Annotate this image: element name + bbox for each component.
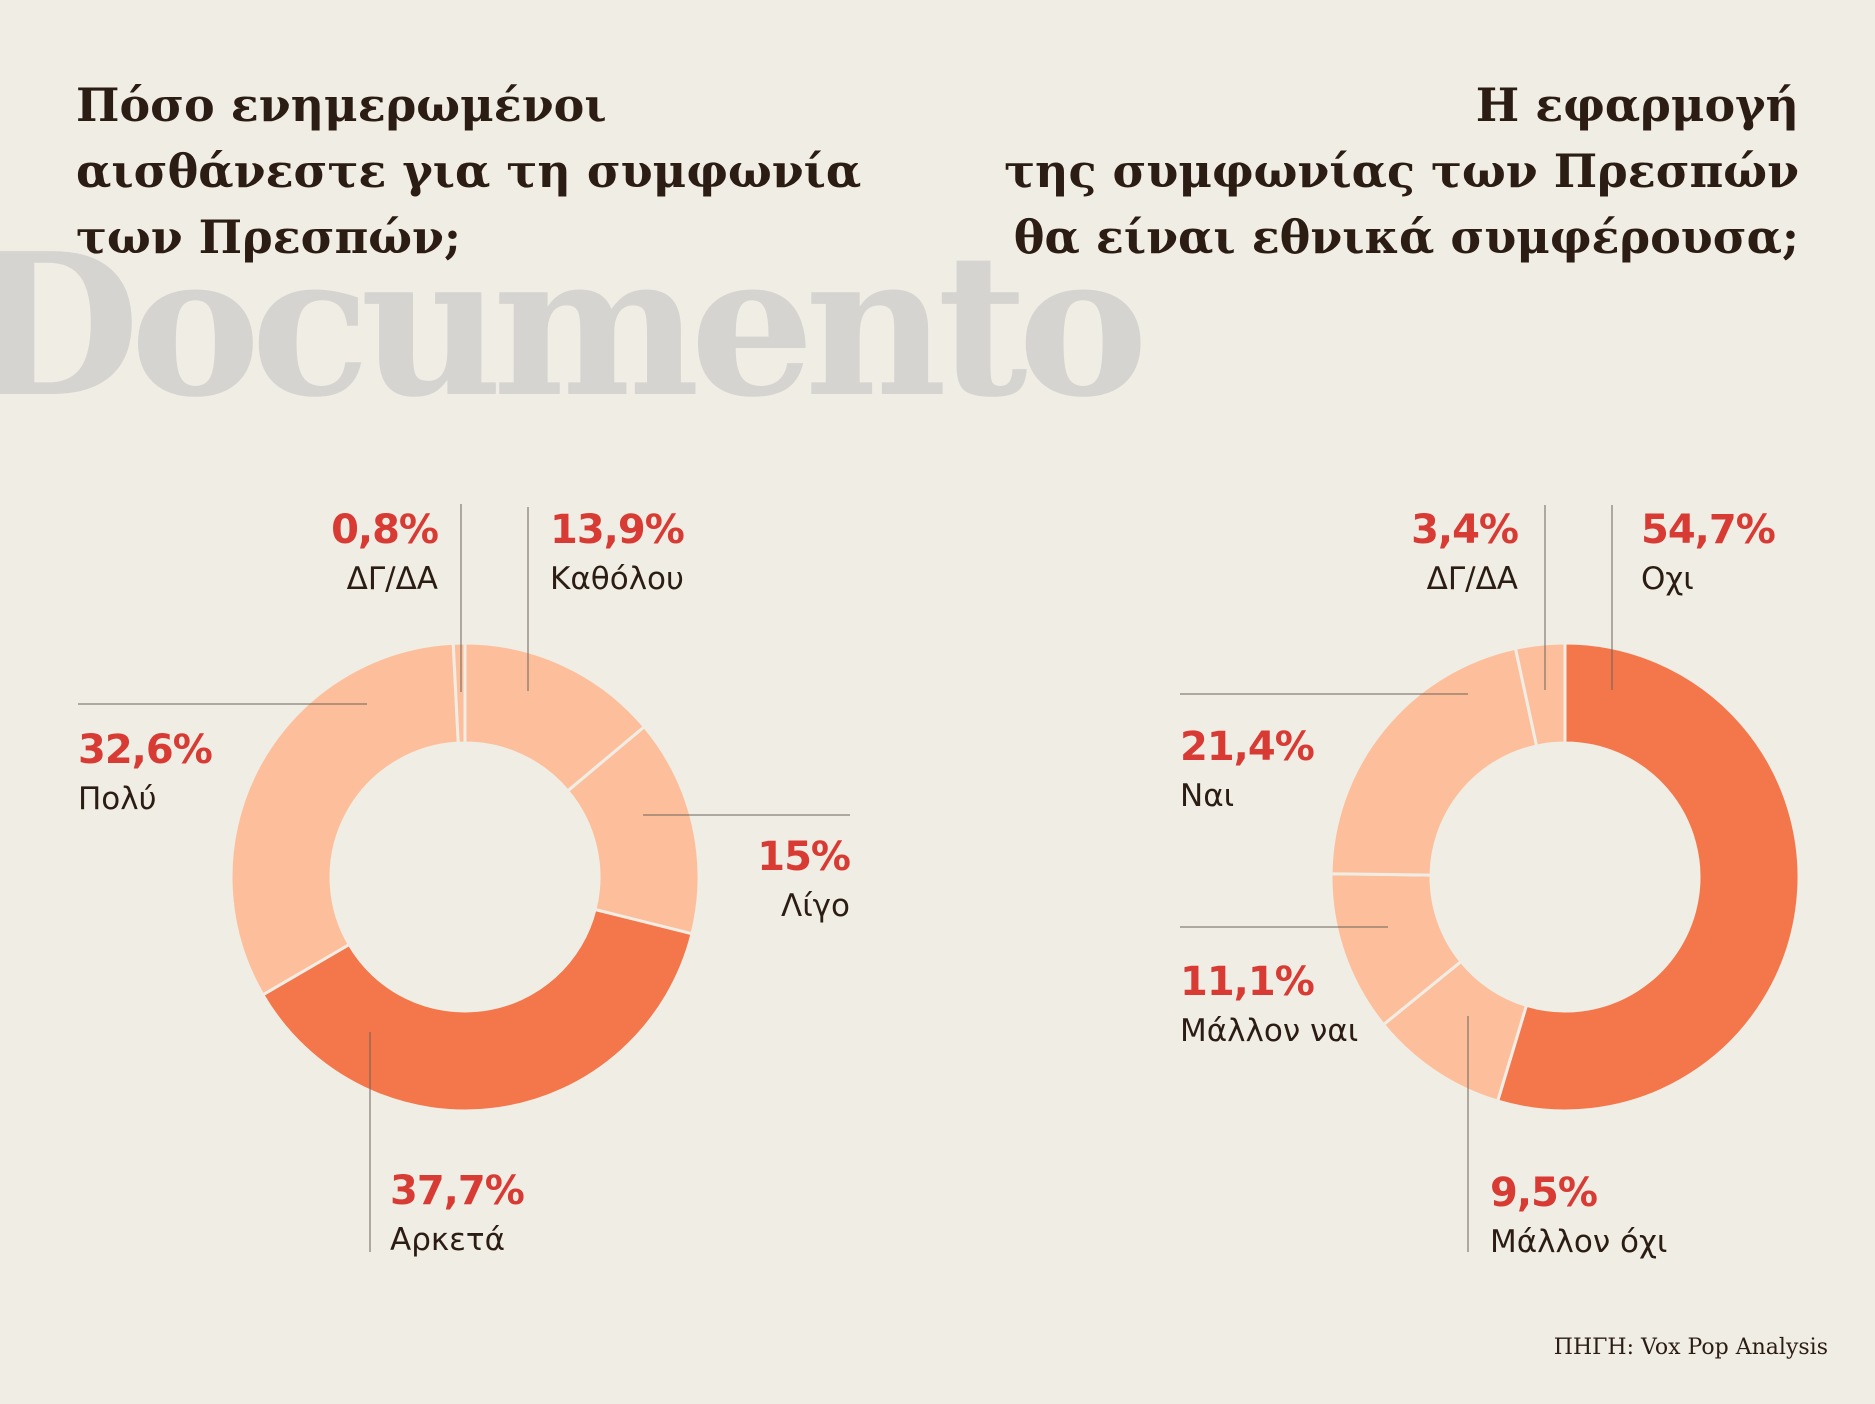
category-label-0-4: ΔΓ/ΔΑ [347, 561, 438, 597]
watermark-logo: Documento [0, 211, 1148, 441]
title-left-line-1: Πόσο ενημερωμένοι [76, 78, 607, 132]
donut-chart-national-interest: 54,7% Οχι 9,5% Μάλλον όχι 11,1% Μάλλον ναι 21,… [1180, 505, 1801, 1260]
category-label-1-1: Μάλλον όχι [1490, 1224, 1667, 1260]
category-label-1-4: ΔΓ/ΔΑ [1427, 561, 1518, 597]
title-right-line-2: της συμφωνίας των Πρεσπών [1004, 144, 1799, 198]
donut-slice-1-0 [1495, 641, 1801, 1113]
donut-slice-0-3 [229, 641, 460, 997]
chart-title-right: Η εφαρμογή της συμφωνίας των Πρεσπών θα … [1004, 72, 1799, 270]
donut-slice-0-4 [451, 641, 467, 745]
source-note: ΠΗΓΗ: Vox Pop Analysis [1553, 1335, 1828, 1360]
value-label-1-3: 21,4% [1180, 724, 1314, 770]
category-label-0-1: Λίγο [781, 888, 850, 924]
value-label-0-2: 37,7% [390, 1168, 524, 1214]
category-label-1-2: Μάλλον ναι [1180, 1013, 1358, 1049]
value-label-0-4: 0,8% [331, 507, 438, 553]
title-left-line-3: των Πρεσπών; [76, 210, 461, 264]
title-right-line-3: θα είναι εθνικά συμφέρουσα; [1013, 210, 1799, 264]
donut-chart-awareness: 13,9% Καθόλου 15% Λίγο 37,7% Αρκετά 32,6% Πολύ 0… [78, 504, 851, 1258]
value-label-1-2: 11,1% [1180, 959, 1314, 1005]
chart-title-left: Πόσο ενημερωμένοι αισθάνεστε για τη συμφ… [76, 72, 861, 270]
category-label-1-0: Οχι [1641, 561, 1694, 597]
title-left-line-2: αισθάνεστε για τη συμφωνία [76, 144, 862, 198]
donut-slice-1-4 [1513, 641, 1567, 748]
category-label-0-0: Καθόλου [550, 561, 684, 597]
category-label-0-2: Αρκετά [390, 1222, 505, 1258]
value-label-1-4: 3,4% [1411, 507, 1518, 553]
title-right-line-1: Η εφαρμογή [1475, 78, 1799, 132]
category-label-1-3: Ναι [1180, 778, 1234, 814]
value-label-1-0: 54,7% [1641, 507, 1775, 553]
donut-slice-1-3 [1329, 646, 1539, 877]
category-label-0-3: Πολύ [78, 781, 157, 817]
value-label-0-3: 32,6% [78, 727, 212, 773]
value-label-1-1: 9,5% [1490, 1170, 1597, 1216]
value-label-0-0: 13,9% [550, 507, 684, 553]
value-label-0-1: 15% [757, 834, 850, 880]
